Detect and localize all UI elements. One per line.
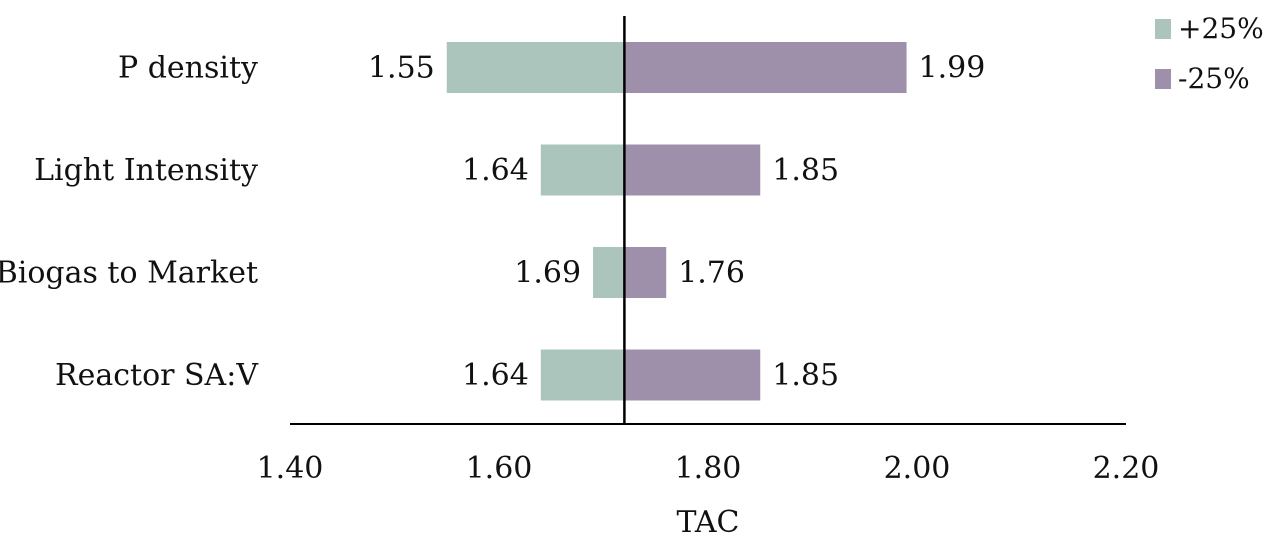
category-label: P density (118, 51, 258, 86)
value-label: 1.99 (919, 51, 986, 86)
value-label: 1.85 (772, 153, 839, 188)
x-tick-label: 1.40 (257, 451, 324, 486)
bar-plus-25 (540, 349, 625, 401)
bar-plus-25 (446, 42, 625, 93)
x-tick-label: 2.00 (884, 451, 951, 486)
legend-label: -25% (1178, 62, 1250, 95)
x-tick-label: 1.80 (675, 451, 742, 486)
bar-minus-25 (624, 42, 907, 93)
x-tick-label: 2.20 (1093, 451, 1160, 486)
legend-swatch (1155, 19, 1171, 39)
value-label: 1.76 (678, 256, 745, 291)
legend-swatch (1155, 69, 1171, 89)
x-axis-title: TAC (677, 505, 740, 536)
bar-minus-25 (624, 349, 761, 401)
category-labels-group: P density Light Intensity Biogas to Market… (0, 51, 259, 394)
value-label: 1.85 (772, 358, 839, 393)
bar-minus-25 (624, 247, 667, 298)
value-label: 1.69 (514, 256, 581, 291)
bar-plus-25 (593, 247, 625, 298)
value-labels-group: 1.55 1.99 1.64 1.85 1.69 1.76 1.64 1.85 (368, 51, 985, 394)
category-label: Biogas to Market (0, 256, 258, 291)
bar-minus-25 (624, 144, 761, 196)
category-label: Light Intensity (34, 153, 258, 188)
value-label: 1.64 (462, 153, 529, 188)
value-label: 1.55 (368, 51, 435, 86)
category-label: Reactor SA:V (55, 358, 259, 393)
x-tick-label: 1.60 (466, 451, 533, 486)
legend: +25% -25% (1155, 12, 1264, 95)
x-tick-labels-group: 1.40 1.60 1.80 2.00 2.20 (257, 451, 1160, 486)
bar-plus-25 (540, 144, 625, 196)
bars-group (446, 42, 907, 401)
legend-label: +25% (1178, 12, 1264, 45)
value-label: 1.64 (462, 358, 529, 393)
